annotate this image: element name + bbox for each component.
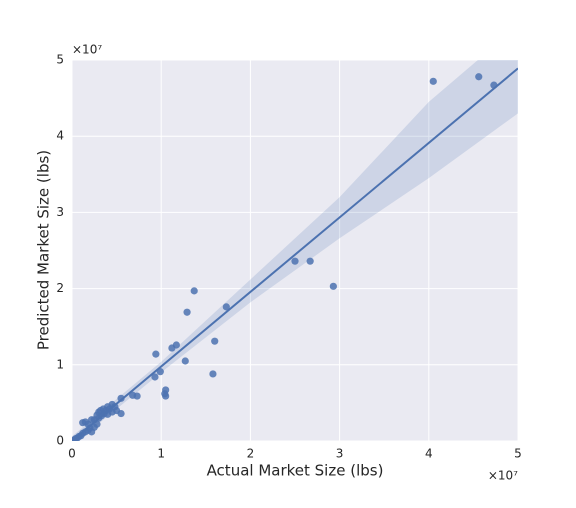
x-tick-label: 5 <box>514 447 522 461</box>
confidence-band <box>72 60 518 441</box>
x-tick-label: 0 <box>68 447 76 461</box>
point <box>88 416 96 424</box>
x-tick-label: 1 <box>157 447 165 461</box>
y-tick-label: 5 <box>56 53 64 67</box>
point <box>181 357 189 365</box>
point <box>152 350 160 358</box>
y-tick-label: 1 <box>56 357 64 371</box>
y-tick-label: 0 <box>56 434 64 448</box>
y-tick-label: 2 <box>56 281 64 295</box>
point <box>291 257 299 265</box>
point <box>96 406 105 415</box>
regression-line <box>72 67 518 441</box>
x-tick-label: 2 <box>247 447 255 461</box>
x-axis-label: Actual Market Size (lbs) <box>207 462 384 480</box>
point <box>151 373 159 381</box>
y-tick-label: 4 <box>56 129 64 143</box>
y-tick-label: 3 <box>56 205 64 219</box>
point <box>117 409 125 418</box>
point <box>172 341 180 349</box>
x-tick-label: 3 <box>336 447 344 461</box>
y-axis-label: Predicted Market Size (lbs) <box>35 150 53 350</box>
point <box>222 303 230 311</box>
point <box>117 394 125 402</box>
y-offset-label: ×10⁷ <box>72 43 102 57</box>
point <box>190 287 198 295</box>
plot-area <box>72 60 518 441</box>
point <box>133 392 141 400</box>
point <box>183 308 191 316</box>
point <box>211 337 219 345</box>
point <box>429 77 437 85</box>
point <box>209 370 217 378</box>
point <box>161 390 169 398</box>
point <box>329 282 337 290</box>
point <box>475 73 483 81</box>
point <box>306 257 314 265</box>
x-tick-label: 4 <box>425 447 433 461</box>
x-offset-label: ×10⁷ <box>488 469 518 483</box>
